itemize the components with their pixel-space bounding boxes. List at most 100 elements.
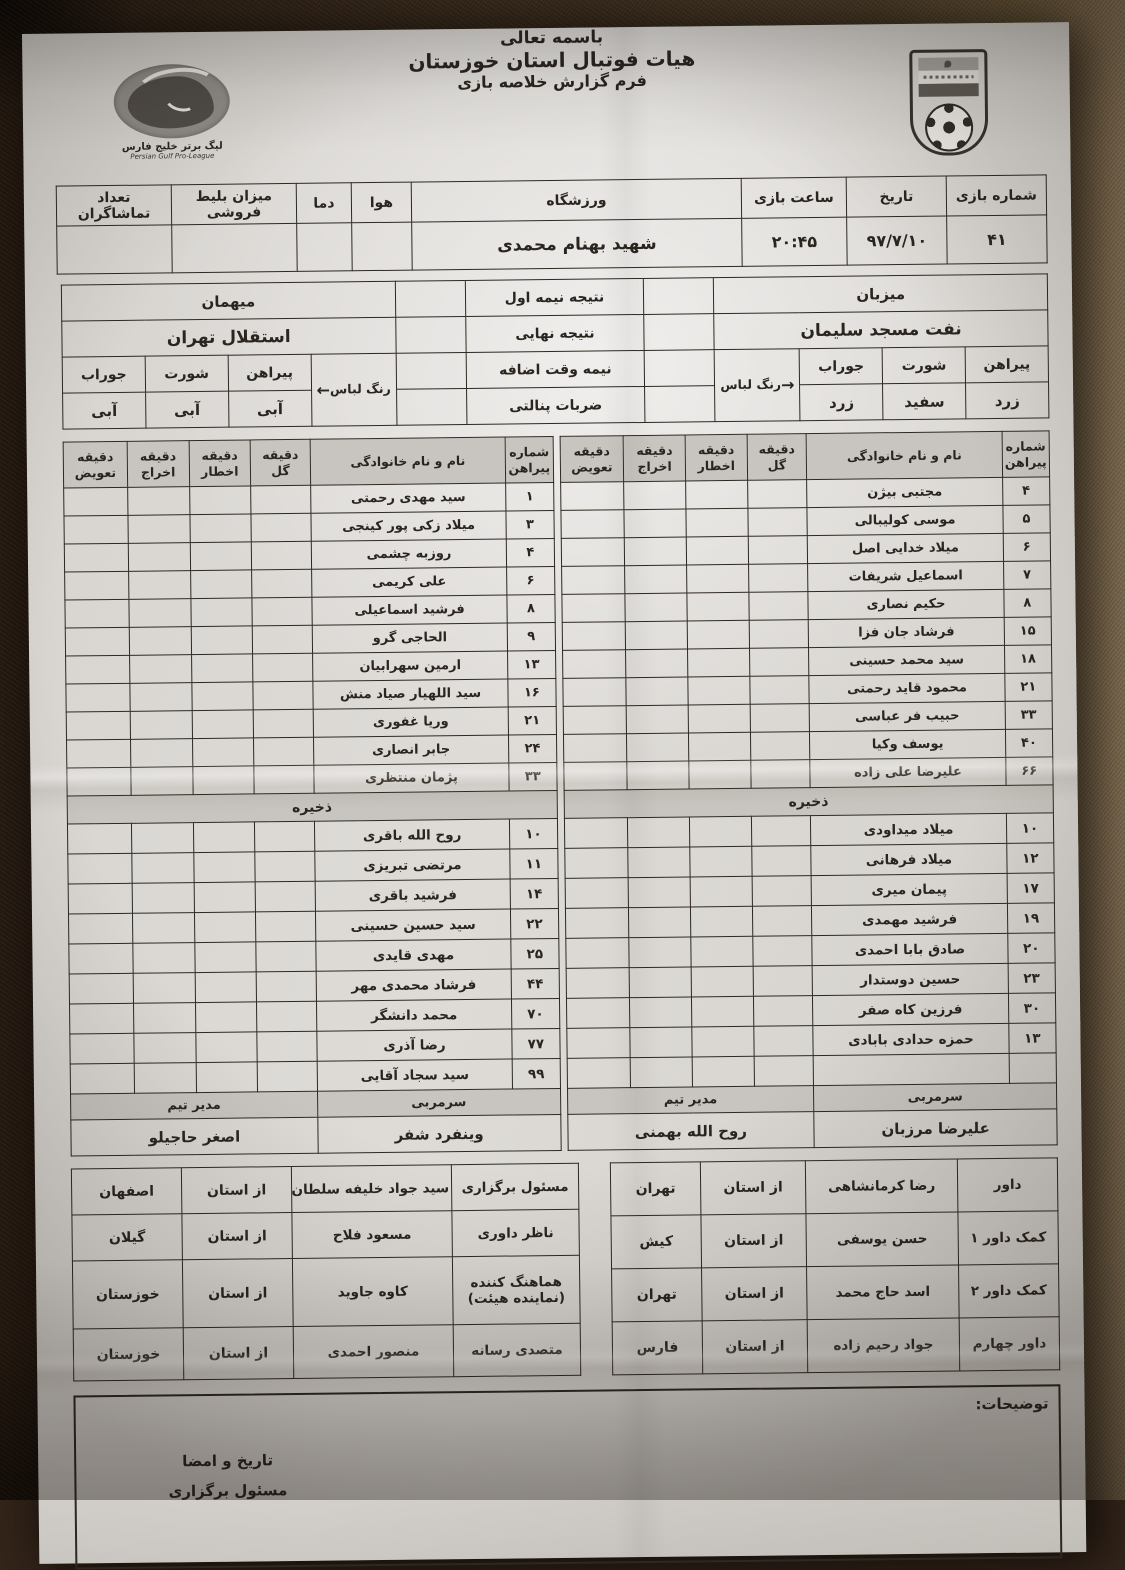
player-name: فرشاد جان فزا [808,617,1005,648]
player-name: مجتبی بیژن [806,477,1003,508]
shirt-number: ۹۹ [512,1058,560,1090]
goal-minute-cell [752,965,813,997]
warning-minute-cell [688,732,751,761]
guest-role-label: میهمان [61,281,396,322]
result-cell [395,352,467,390]
player-name: الحاجی گرو [312,623,508,654]
substitution-minute-cell [68,943,133,975]
goal-minute-cell [753,1025,814,1057]
official-from-label: از استان [702,1319,808,1374]
player-name: مهدی قایدی [315,939,512,972]
match-report-form: لیگ برتر خلیج فارس Persian Gulf Pro-Leag… [22,22,1087,1570]
ejection-minute-cell [629,996,692,1028]
attendance-label: تعداد تماشاگران [56,184,172,227]
goal-minute-cell [250,485,311,514]
ejection-minute-cell [629,966,692,998]
signature-line-1: تاریخ و امضا [182,1451,274,1471]
player-name: جابر انصاری [313,735,510,766]
host-team-name: نفت مسجد سلیمان [714,309,1049,350]
substitution-minute-cell [563,817,629,849]
ejection-minute-cell [626,676,689,706]
league-logo-caption-en: Persian Gulf Pro-League [130,151,215,161]
ejection-minute-cell [131,882,194,914]
substitution-minute-cell [565,967,630,999]
substitution-minute-cell [66,739,131,769]
substitution-minute-cell [562,733,628,763]
ejection-minute-cell [629,936,692,968]
goal-minute-cell [752,905,813,937]
player-name: سید محمد حسینی [808,645,1005,676]
official-name: اسد حاج محمد [806,1264,960,1320]
warning-minute-cell [690,936,753,967]
match-number-value: ۴۱ [946,214,1048,265]
goal-minute-cell [751,815,812,847]
substitution-minute-cell [564,847,629,879]
teams-results-table: میزبان نتیجه نیمه اول میهمان نفت مسجد سل… [61,273,1050,430]
substitution-minute-cell [565,997,631,1029]
substitution-minute-cell [64,543,129,573]
right-arrow-icon: → [780,375,795,395]
warning-minute-cell [692,1056,755,1087]
soccer-ball-icon [924,103,974,152]
result-cell [643,313,715,351]
official-row: هماهنگ کننده (نماینده هیئت) کاوه جاوید از … [72,1255,581,1330]
staff-value-row: وینفرد شفر اصغر حاجیلو [70,1114,561,1157]
official-role: کمک داور ۲ [958,1263,1060,1318]
player-name: حمزه حدادی بابادی [813,1023,1009,1056]
shirt-number: ۴ [506,538,555,568]
ejection-minute-cell [128,542,191,572]
ejection-minute-cell [128,570,191,600]
result-cell [396,388,467,426]
goal-minute-cell [253,709,314,738]
result-cell [643,277,715,315]
official-row: داور رضا کرمانشاهی از استان تهران [610,1157,1058,1216]
substitution-minute-cell [67,823,132,855]
signature-line-2: مسئول برگزاری [168,1481,288,1501]
staff-value-row: علیرضا مرزبان روح الله بهمنی [567,1108,1058,1151]
goal-minute-cell [752,935,813,967]
col-shirt-number: شماره پیراهن [1001,430,1050,478]
substitution-minute-cell [566,1057,631,1089]
col-warning-minute: دقیقه اخطار [188,439,251,487]
col-ejection-minute: دقیقه اخراج [126,440,190,488]
time-label: ساعت بازی [741,177,847,219]
shirt-number: ۶ [506,566,555,596]
goal-minute-cell [251,513,312,542]
substitution-minute-cell [560,509,625,539]
col-goal-minute: دقیقه گل [250,439,311,486]
date-value: ۹۷/۷/۱۰ [846,216,948,266]
player-name: فرشید مهمدی [811,903,1008,936]
goal-minute-cell [252,625,313,654]
player-name [813,1053,1010,1086]
official-role: هماهنگ کننده (نماینده هیئت) [452,1255,581,1325]
player-name: حسین دوستدار [812,963,1009,996]
col-shirt-number: شماره پیراهن [505,436,554,484]
goal-minute-cell [750,759,811,789]
substitution-minute-cell [560,481,625,511]
temperature-label: دما [296,182,352,224]
goal-minute-cell [748,591,809,621]
official-row: ناظر داوری مسعود فلاح از استان گیلان [71,1209,580,1262]
substitution-minute-cell [66,767,131,797]
official-name: منصور احمدی [293,1324,454,1379]
ejection-minute-cell [131,852,194,884]
warning-minute-cell [190,625,253,655]
ejection-minute-cell [133,1062,197,1094]
warning-minute-cell [189,541,252,571]
substitution-minute-cell [561,593,626,623]
goal-minute-cell [747,535,808,565]
shirt-number: ۴۰ [1005,728,1053,758]
ejection-minute-cell [625,620,688,650]
referees-table: داور رضا کرمانشاهی از استان تهران کمک داور ۱… [610,1157,1060,1375]
goal-minute-cell [254,765,314,794]
goal-minute-cell [253,681,314,710]
player-name: پیمان میری [811,873,1008,906]
official-from-label: از استان [700,1213,807,1268]
shirt-number: ۱۱ [509,848,558,880]
host-shirt-label: پیراهن [965,345,1049,383]
ejection-minute-cell [129,682,192,712]
official-from-label: از استان [183,1326,294,1380]
goal-minute-cell [751,875,812,907]
substitution-minute-cell [65,683,131,713]
warning-minute-cell [685,508,748,537]
